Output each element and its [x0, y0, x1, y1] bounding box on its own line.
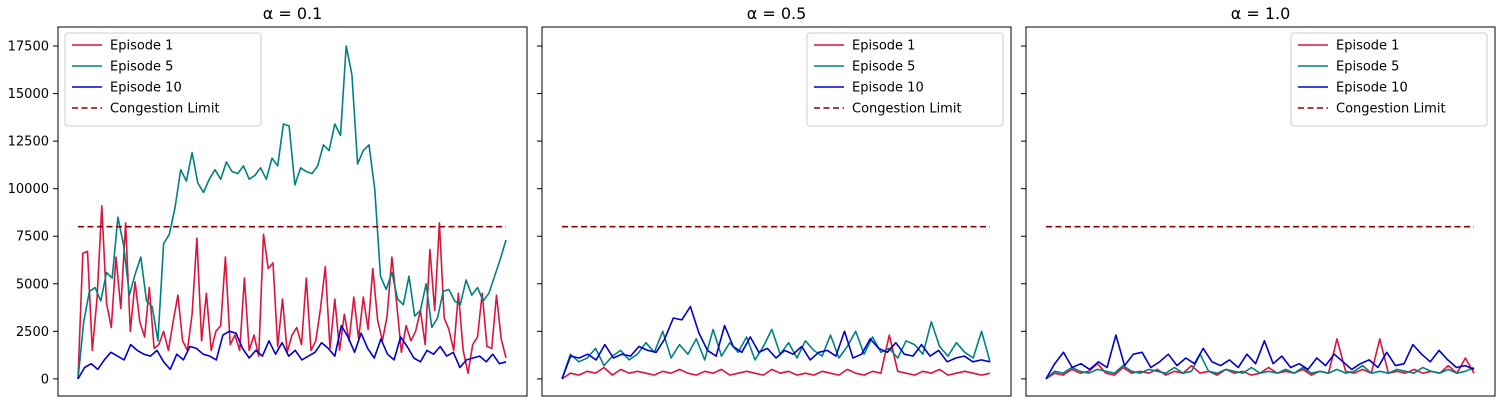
- series-line-episode-1: [77, 205, 507, 379]
- chart-panel-3: α = 1.0 Episode 1 Episode 5 Episode 10 Conge…: [1021, 4, 1496, 397]
- y-tick-label: 0: [41, 372, 49, 387]
- y-tick-label: 17500: [8, 40, 49, 55]
- axes-frame: [1025, 26, 1496, 397]
- legend-box: [64, 32, 262, 127]
- chart-title: α = 0.1: [263, 4, 323, 23]
- y-tick-label: 2500: [16, 325, 49, 340]
- legend-label: Episode 10: [852, 81, 924, 96]
- legend-label: Episode 5: [110, 60, 173, 75]
- y-tick-label: 12500: [8, 135, 49, 150]
- axes-frame: [57, 26, 528, 397]
- legend-label: Episode 1: [852, 39, 915, 54]
- axes-frame: [541, 26, 1012, 397]
- legend-label: Episode 1: [110, 39, 173, 54]
- chart-panel-2: α = 0.5 Episode 1 Episode 5 Episode 10 Conge…: [537, 4, 1012, 397]
- legend-label: Episode 1: [1336, 39, 1399, 54]
- legend-label: Congestion Limit: [1336, 102, 1446, 117]
- y-tick-label: 7500: [16, 230, 49, 245]
- legend-label: Episode 10: [110, 81, 182, 96]
- legend-label: Episode 5: [1336, 60, 1399, 75]
- legend-label: Episode 5: [852, 60, 915, 75]
- y-tick-label: 5000: [16, 277, 49, 292]
- chart-title: α = 1.0: [1231, 4, 1291, 23]
- series-line-episode-5: [1045, 353, 1475, 380]
- chart-title: α = 0.5: [747, 4, 807, 23]
- series-line-episode-10: [77, 324, 507, 380]
- legend-box: [806, 32, 1004, 127]
- legend-label: Congestion Limit: [852, 102, 962, 117]
- legend: Episode 1 Episode 5 Episode 10 Congestion L…: [806, 32, 1004, 127]
- y-tick-label: 10000: [8, 182, 49, 197]
- y-tick-label: 15000: [8, 87, 49, 102]
- series-line-episode-5: [77, 45, 507, 379]
- legend-label: Episode 10: [1336, 81, 1408, 96]
- series-line-episode-10: [561, 305, 991, 380]
- legend: Episode 1 Episode 5 Episode 10 Congestion L…: [64, 32, 262, 127]
- legend-label: Congestion Limit: [110, 102, 220, 117]
- series-line-episode-10: [1045, 334, 1475, 380]
- legend-box: [1290, 32, 1488, 127]
- series-line-episode-1: [561, 334, 991, 380]
- chart-panel-1: α = 0.1 0 2500 5000 7500 10000 12500 15000 17500…: [8, 4, 528, 397]
- legend: Episode 1 Episode 5 Episode 10 Congestion L…: [1290, 32, 1488, 127]
